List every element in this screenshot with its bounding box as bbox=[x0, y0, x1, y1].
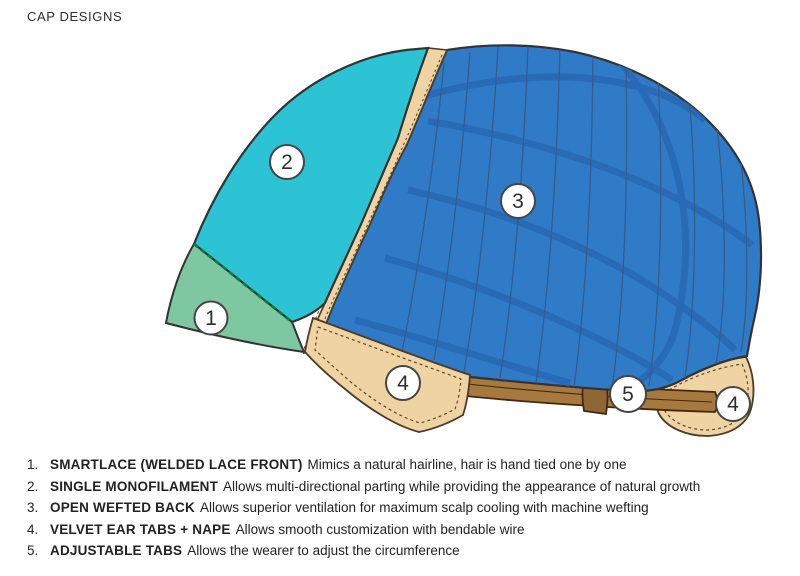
callout-2-circle bbox=[269, 144, 305, 180]
legend-item-number: 4. bbox=[27, 521, 39, 537]
legend-item-text: SINGLE MONOFILAMENT Allows multi-directio… bbox=[50, 476, 700, 498]
callout-3: 3 bbox=[500, 183, 536, 219]
callout-3-circle bbox=[500, 183, 536, 219]
legend-item-2: 2. SINGLE MONOFILAMENT Allows multi-direc… bbox=[27, 476, 790, 498]
callout-5-label: 5 bbox=[622, 383, 634, 406]
callout-1-circle bbox=[193, 300, 229, 336]
legend-item-desc: Allows smooth customization with bendabl… bbox=[235, 521, 525, 537]
callout-4-back-circle bbox=[715, 386, 751, 422]
page-title: CAP DESIGNS bbox=[27, 9, 123, 24]
callout-1-label: 1 bbox=[205, 307, 217, 330]
lace-front-seam-line bbox=[193, 242, 293, 324]
callout-4-front-circle bbox=[385, 365, 421, 401]
legend-item-text: VELVET EAR TABS + NAPE Allows smooth cust… bbox=[50, 519, 524, 541]
legend-item-3: 3. OPEN WEFTED BACK Allows superior venti… bbox=[27, 497, 790, 519]
weft-pattern bbox=[354, 45, 755, 392]
callout-2: 2 bbox=[269, 144, 305, 180]
legend-item-text: ADJUSTABLE TABS Allows the wearer to adju… bbox=[50, 540, 460, 562]
legend-item-text: SMARTLACE (WELDED LACE FRONT) Mimics a na… bbox=[50, 454, 626, 476]
legend-item-term: VELVET EAR TABS + NAPE bbox=[50, 521, 231, 537]
ear-tab-stitch-line bbox=[314, 326, 462, 424]
legend-item-number: 5. bbox=[27, 543, 39, 559]
callout-5-circle bbox=[609, 375, 647, 413]
seam-strip-stitch-right bbox=[311, 54, 443, 350]
legend-item-term: OPEN WEFTED BACK bbox=[50, 500, 195, 516]
legend-list: 1. SMARTLACE (WELDED LACE FRONT) Mimics a… bbox=[27, 454, 790, 562]
callout-2-label: 2 bbox=[281, 151, 293, 174]
callout-3-label: 3 bbox=[512, 190, 524, 213]
legend-item-term: ADJUSTABLE TABS bbox=[50, 543, 183, 559]
callout-5: 5 bbox=[609, 375, 647, 413]
legend-item-desc: Allows the wearer to adjust the circumfe… bbox=[187, 543, 460, 559]
legend-item-number: 3. bbox=[27, 500, 39, 516]
open-wefted-back-section bbox=[313, 44, 763, 393]
wig-cap-diagram: 1 2 3 4 5 4 bbox=[164, 44, 763, 437]
callout-4-front-label: 4 bbox=[397, 372, 409, 395]
legend-item-term: SINGLE MONOFILAMENT bbox=[50, 478, 219, 494]
legend-item-number: 2. bbox=[27, 478, 39, 494]
legend-item-4: 4. VELVET EAR TABS + NAPE Allows smooth c… bbox=[27, 519, 790, 541]
callout-4-front: 4 bbox=[385, 365, 421, 401]
legend-item-1: 1. SMARTLACE (WELDED LACE FRONT) Mimics a… bbox=[27, 454, 790, 476]
legend-item-text: OPEN WEFTED BACK Allows superior ventilat… bbox=[50, 497, 649, 519]
legend-item-desc: Allows superior ventilation for maximum … bbox=[199, 500, 649, 516]
legend-item-5: 5. ADJUSTABLE TABS Allows the wearer to a… bbox=[27, 540, 790, 562]
legend-item-desc: Allows multi-directional parting while p… bbox=[223, 478, 701, 494]
callout-4-back: 4 bbox=[715, 386, 751, 422]
legend-item-term: SMARTLACE (WELDED LACE FRONT) bbox=[50, 457, 303, 472]
legend-item-desc: Mimics a natural hairline, hair is hand … bbox=[307, 457, 627, 472]
callout-1: 1 bbox=[193, 300, 229, 336]
legend-item-number: 1. bbox=[27, 457, 39, 472]
callout-4-back-label: 4 bbox=[727, 393, 739, 416]
